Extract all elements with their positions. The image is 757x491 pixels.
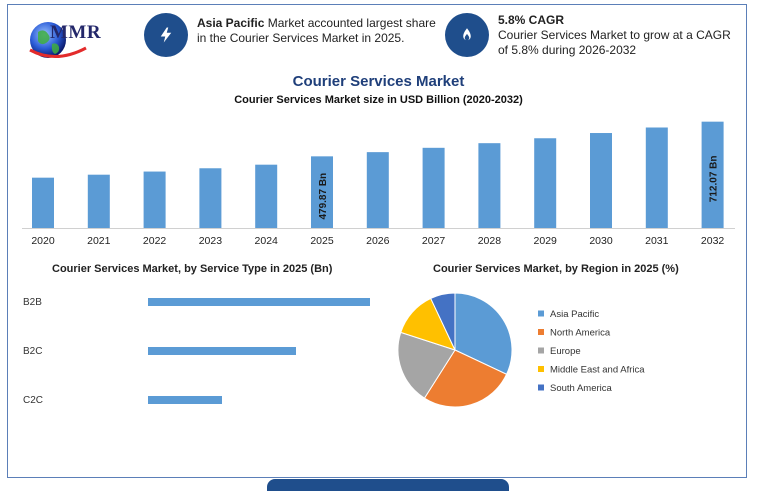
legend-item: South America (550, 383, 612, 394)
bar-2028 (478, 143, 501, 228)
legend-item: North America (550, 328, 611, 339)
bar-2029 (534, 138, 557, 228)
bar-2024 (255, 164, 278, 228)
legend-swatch (538, 310, 544, 317)
bar-2021 (87, 174, 110, 228)
bar-2032 (701, 121, 724, 228)
chart-subtitle: Courier Services Market size in USD Bill… (234, 94, 523, 106)
x-tick-label: 2031 (645, 235, 669, 247)
info-card-region-highlight: Asia Pacific (197, 16, 265, 30)
legend-item: Asia Pacific (550, 309, 599, 320)
region-pie-title: Courier Services Market, by Region in 20… (433, 263, 679, 275)
x-tick-label: 2020 (31, 235, 55, 247)
pie-slice-north-america (423, 349, 508, 408)
bottom-tab (267, 479, 509, 491)
pie-slice-europe (397, 331, 456, 399)
x-tick-label: 2029 (534, 235, 558, 247)
y-tick-label: C2C (23, 395, 43, 406)
bar-2022 (143, 171, 166, 228)
legend-swatch (538, 329, 544, 335)
x-tick-label: 2030 (589, 235, 613, 247)
bar-data-label: 712.07 Bn (709, 155, 720, 202)
info-card-cagr-heading: 5.8% CAGR (498, 13, 565, 27)
brand-name: MMR (50, 22, 102, 43)
legend-item: Europe (550, 346, 581, 357)
mmr-globe-logo (29, 22, 87, 58)
service-type-title: Courier Services Market, by Service Type… (52, 263, 333, 275)
legend-swatch (538, 384, 544, 391)
legend-swatch (538, 347, 544, 354)
x-tick-label: 2028 (478, 235, 502, 247)
x-tick-label: 2024 (255, 235, 279, 247)
info-card-cagr-text: Courier Services Market to grow at a CAG… (498, 28, 731, 57)
bar-2020 (32, 177, 54, 228)
bar-2026 (366, 152, 389, 228)
x-tick-label: 2023 (199, 235, 223, 247)
x-tick-label: 2021 (87, 235, 111, 247)
pie-slice-south-america (430, 292, 456, 351)
legend-swatch (538, 366, 544, 372)
x-tick-label: 2022 (143, 235, 167, 247)
bar-2030 (590, 133, 612, 228)
info-card-region-text: Market accounted largest share in the Co… (197, 16, 436, 45)
hbar-b2b (148, 298, 370, 306)
x-tick-label: 2025 (310, 235, 334, 247)
bar-2025 (311, 156, 333, 228)
hbar-c2c (148, 396, 222, 404)
infographic-frame (7, 4, 747, 478)
lightning-icon (144, 13, 188, 57)
legend-item: Middle East and Africa (550, 365, 645, 376)
x-tick-label: 2026 (366, 235, 390, 247)
bar-data-label: 479.87 Bn (318, 173, 329, 220)
x-tick-label: 2032 (701, 235, 725, 247)
x-tick-label: 2027 (422, 235, 446, 247)
y-tick-label: B2C (23, 346, 42, 357)
y-tick-label: B2B (23, 297, 42, 308)
bar-2027 (422, 147, 445, 228)
hbar-b2c (148, 347, 296, 355)
pie-slice-asia-pacific (454, 292, 513, 375)
bar-2023 (199, 168, 222, 228)
growth-icon (445, 13, 489, 57)
chart-title: Courier Services Market (292, 73, 465, 90)
bar-2031 (645, 127, 668, 228)
info-card-region: Asia Pacific Market accounted largest sh… (197, 16, 437, 46)
info-card-cagr: 5.8% CAGR Courier Services Market to gro… (498, 13, 738, 58)
